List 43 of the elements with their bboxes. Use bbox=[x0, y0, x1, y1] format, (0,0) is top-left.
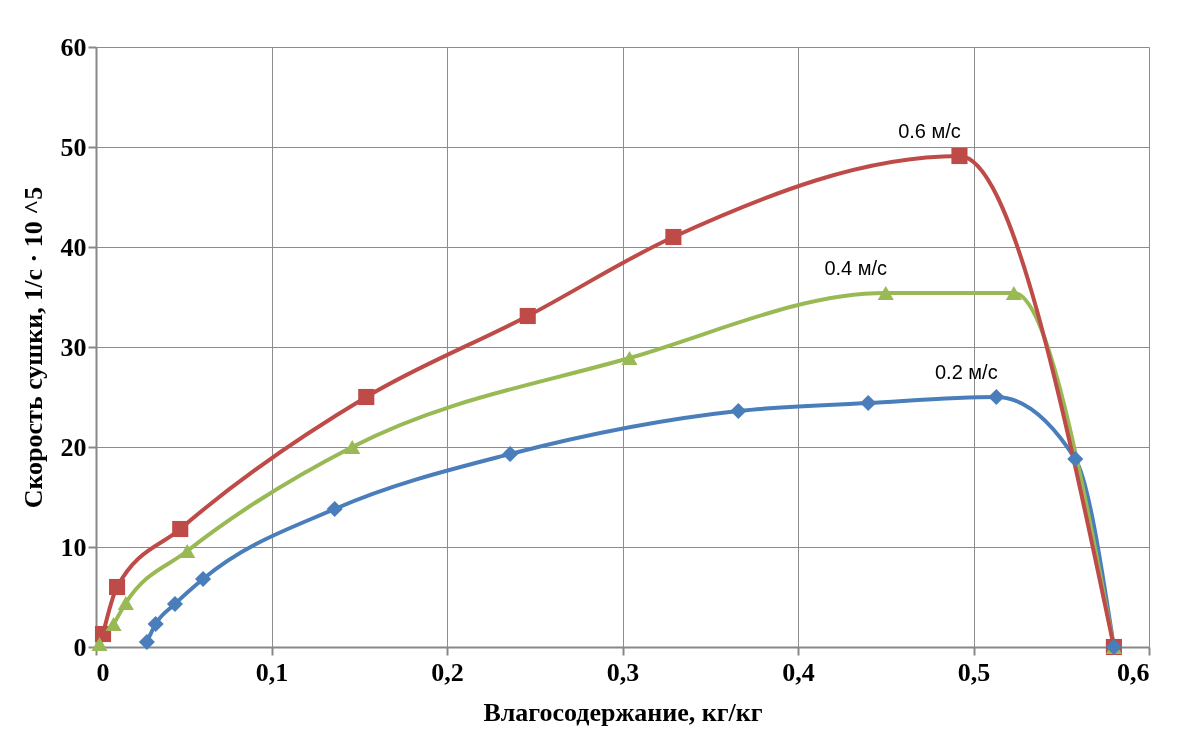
x-tick-label: 0,1 bbox=[255, 657, 289, 687]
point bbox=[91, 637, 108, 651]
y-tick-label: 60 bbox=[60, 32, 87, 62]
x-tick-label: 0 bbox=[96, 657, 110, 687]
point bbox=[358, 388, 375, 406]
x-tick-label: 0,2 bbox=[431, 657, 464, 687]
point bbox=[344, 440, 361, 454]
y-tick-label: 40 bbox=[60, 232, 87, 262]
x-tick-label: 0,3 bbox=[606, 657, 640, 687]
series-label: 0.2 м/с bbox=[934, 361, 998, 383]
point bbox=[665, 228, 682, 246]
point bbox=[621, 351, 638, 365]
x-axis-title: Влагосодержание, кг/кг bbox=[483, 697, 763, 727]
series-label: 0.4 м/с bbox=[824, 257, 888, 279]
point bbox=[109, 578, 126, 596]
point bbox=[988, 388, 1005, 406]
point bbox=[519, 307, 536, 325]
point bbox=[138, 633, 155, 651]
point bbox=[166, 595, 184, 613]
series-label: 0.6 м/с bbox=[898, 120, 961, 142]
x-tick-label: 0,6 bbox=[1117, 657, 1150, 687]
point bbox=[951, 147, 968, 165]
point bbox=[105, 617, 122, 631]
point bbox=[860, 394, 877, 412]
x-tick-label: 0,4 bbox=[782, 657, 815, 687]
point bbox=[147, 615, 164, 633]
y-tick-label: 50 bbox=[60, 132, 87, 162]
point bbox=[877, 286, 894, 300]
point bbox=[502, 445, 519, 463]
point bbox=[117, 596, 134, 610]
y-tick-label: 20 bbox=[60, 432, 87, 462]
y-tick-label: 0 bbox=[73, 632, 87, 662]
point bbox=[326, 500, 343, 518]
point bbox=[194, 570, 212, 588]
x-tick-label: 0,5 bbox=[957, 657, 991, 687]
point bbox=[179, 544, 196, 558]
point bbox=[172, 520, 189, 538]
point bbox=[730, 402, 747, 420]
y-tick-label: 30 bbox=[60, 332, 87, 362]
point bbox=[1005, 286, 1022, 300]
y-tick-label: 10 bbox=[60, 532, 87, 562]
y-axis-title: Скорость сушки, 1/с · 10 ^5 bbox=[18, 186, 48, 509]
point bbox=[1067, 450, 1084, 468]
